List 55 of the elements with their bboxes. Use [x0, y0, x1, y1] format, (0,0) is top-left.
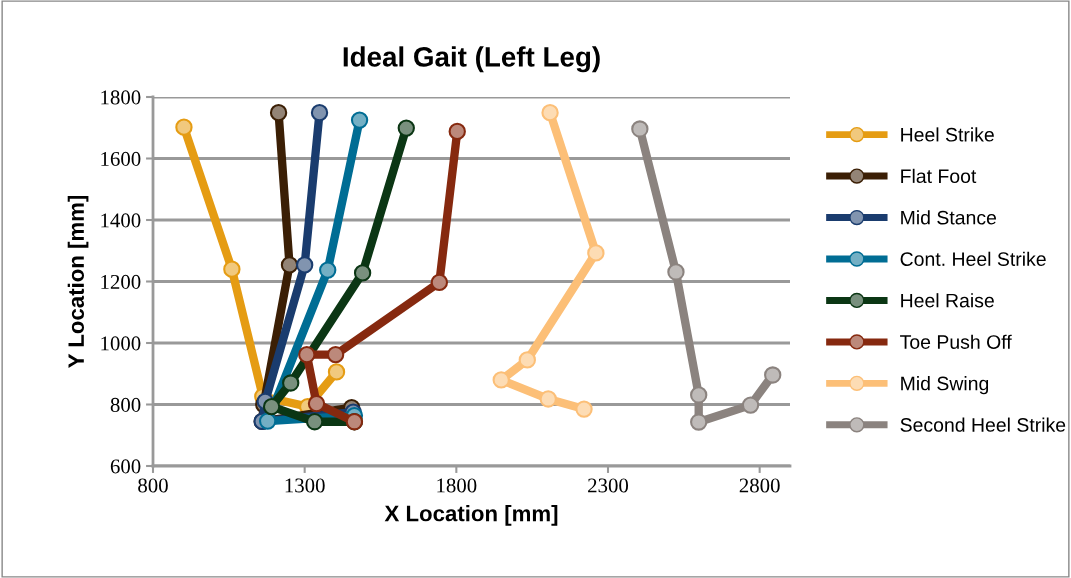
chart-title: Ideal Gait (Left Leg) — [343, 46, 600, 73]
y-tick-label: 1400 — [101, 213, 141, 228]
point — [295, 256, 314, 274]
y-tick-label: 800 — [110, 397, 141, 412]
x-tick-label: 1800 — [437, 478, 477, 493]
point — [327, 363, 346, 381]
point — [448, 122, 466, 141]
point — [319, 261, 337, 279]
point — [269, 104, 288, 122]
point — [326, 346, 345, 364]
point — [741, 396, 760, 414]
point — [280, 256, 299, 274]
point — [306, 413, 324, 431]
x-tick-label: 1300 — [285, 478, 325, 493]
legend-label: Flat Foot — [901, 168, 977, 184]
point — [262, 397, 281, 416]
x-tick-label: 2800 — [739, 478, 780, 493]
x-tick-label: 800 — [138, 478, 168, 493]
point — [690, 413, 708, 431]
x-axis-title: X Location [mm] — [384, 505, 558, 526]
point — [575, 400, 593, 418]
point — [397, 119, 415, 137]
x-tick-label: 2300 — [588, 478, 629, 493]
point — [298, 346, 316, 364]
point — [539, 390, 557, 408]
y-tick-label: 600 — [110, 459, 141, 474]
y-tick-label: 1800 — [101, 90, 141, 105]
legend-label: Heel Raise — [901, 293, 994, 308]
y-tick-label: 1600 — [101, 151, 141, 166]
point — [690, 386, 708, 404]
y-axis-title: Y Location [mm] — [67, 195, 89, 368]
y-tick-label: 1000 — [101, 336, 141, 351]
point — [667, 263, 685, 281]
legend-label: Mid Swing — [901, 376, 989, 395]
legend-label: Second Heel Strike — [900, 417, 1066, 432]
point — [175, 118, 193, 136]
point — [541, 104, 559, 122]
point — [353, 264, 372, 282]
legend-label: Toe Push Off — [900, 334, 1012, 349]
legend-label: Cont. Heel Strike — [900, 251, 1046, 266]
y-tick-label: 1200 — [101, 274, 141, 289]
point — [631, 120, 649, 138]
point — [430, 273, 449, 292]
point — [223, 260, 241, 278]
point — [350, 111, 369, 129]
point — [282, 374, 300, 392]
point — [587, 244, 605, 262]
point — [310, 104, 329, 122]
legend-label: Heel Strike — [901, 127, 994, 142]
point — [307, 394, 326, 413]
point — [764, 366, 782, 384]
legend-label: Mid Stance — [901, 210, 997, 225]
point — [492, 371, 510, 389]
point — [258, 412, 277, 430]
point — [518, 351, 536, 369]
